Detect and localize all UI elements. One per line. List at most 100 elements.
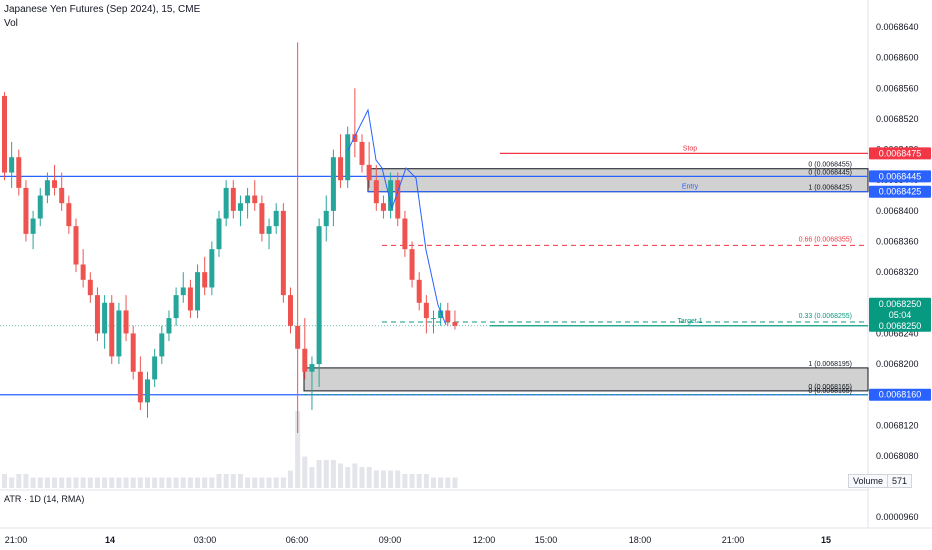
- volume-bar: [37, 477, 43, 488]
- volume-bar: [216, 474, 222, 488]
- volume-bar: [266, 477, 272, 488]
- candle-body: [438, 310, 444, 319]
- candle-body: [302, 348, 308, 372]
- price-tag-label: 0.0068475: [879, 148, 922, 158]
- price-tag-bg: [869, 170, 931, 183]
- volume-bar: [102, 477, 108, 488]
- candle-body: [59, 187, 65, 204]
- candle-body: [130, 333, 136, 372]
- volume-pane-label: Vol: [4, 18, 18, 29]
- candle-body: [345, 134, 351, 181]
- fib-annotation: 0.33 (0.0068255): [799, 313, 852, 320]
- candle-body: [288, 295, 293, 326]
- candle-body: [180, 287, 186, 296]
- volume-bar: [52, 477, 58, 488]
- volume-bar: [159, 477, 165, 488]
- volume-bar: [330, 460, 336, 488]
- volume-bar: [366, 467, 372, 488]
- volume-bar: [237, 474, 243, 488]
- candle-body: [245, 195, 251, 204]
- fib-annotation: 0 (0.0068455): [808, 162, 852, 169]
- candle-body: [16, 157, 22, 188]
- candle-body: [52, 180, 58, 188]
- volume-bar: [431, 477, 436, 488]
- volume-bar: [323, 460, 329, 488]
- y-tick-label: 0.0068640: [876, 22, 919, 32]
- fib-annotation: 1 (0.0068195): [808, 361, 852, 368]
- swing-polyline: [347, 108, 447, 326]
- volume-bar: [59, 477, 65, 488]
- volume-bar: [245, 477, 251, 488]
- price-tag-bg: [869, 308, 931, 321]
- atr-value: 0.0000960: [876, 512, 919, 522]
- candle-body: [230, 187, 236, 211]
- candle-body: [123, 310, 129, 334]
- volume-bar: [280, 477, 286, 488]
- volume-bar: [388, 470, 394, 488]
- price-tag-label: 0.0068445: [879, 171, 922, 181]
- volume-bar: [252, 477, 258, 488]
- volume-bar: [44, 477, 50, 488]
- volume-readout-label: Volume: [853, 476, 884, 486]
- volume-bar: [180, 477, 186, 488]
- volume-bar: [338, 463, 344, 488]
- volume-bar: [438, 477, 444, 488]
- candle-body: [216, 218, 222, 250]
- y-tick-label: 0.0068600: [876, 53, 919, 63]
- candle-body: [109, 302, 115, 357]
- candle-body: [431, 318, 436, 320]
- volume-bar: [230, 474, 236, 488]
- volume-readout-value: 571: [887, 475, 911, 487]
- candle-body: [295, 325, 301, 349]
- candle-body: [30, 218, 36, 234]
- candle-body: [323, 210, 329, 227]
- candle-body: [223, 187, 229, 219]
- candle-body: [2, 95, 7, 173]
- volume-bar: [16, 474, 22, 488]
- y-tick-label: 0.0068120: [876, 420, 919, 430]
- volume-readout: Volume 571: [848, 474, 913, 488]
- candle-body: [66, 203, 72, 227]
- candle-body: [237, 203, 243, 211]
- candle-body: [316, 226, 322, 365]
- candle-body: [330, 157, 336, 211]
- volume-bar: [259, 477, 265, 488]
- volume-bar: [352, 463, 358, 488]
- volume-bar: [166, 477, 172, 488]
- volume-bar: [30, 477, 36, 488]
- candle-body: [366, 164, 372, 181]
- candle-body: [252, 195, 258, 204]
- candle-body: [380, 203, 386, 211]
- candle-body: [209, 249, 215, 288]
- volume-bar: [302, 456, 308, 488]
- level-label: Stop: [683, 145, 698, 152]
- candle-body: [416, 279, 422, 303]
- candle-body: [259, 203, 265, 234]
- level-label: Entry: [682, 184, 699, 191]
- candle-body: [44, 180, 50, 196]
- x-tick-label: 15:00: [535, 535, 558, 545]
- volume-bar: [202, 477, 208, 488]
- candle-body: [202, 272, 208, 288]
- price-tag-bg: [869, 319, 931, 332]
- candle-body: [116, 310, 122, 357]
- candle-body: [23, 187, 29, 234]
- candle-body: [280, 210, 286, 296]
- volume-bar: [195, 477, 201, 488]
- price-tag-bg: [869, 185, 931, 198]
- price-tag-label: 0.0068250: [879, 321, 922, 331]
- fib-annotation: 0.66 (0.0068355): [799, 236, 852, 243]
- candle-body: [9, 157, 15, 173]
- volume-bar: [87, 477, 93, 488]
- candle-body: [94, 295, 100, 334]
- fib-annotation: 0 (0.0068165): [808, 388, 852, 395]
- volume-bar: [80, 477, 86, 488]
- volume-bar: [309, 467, 315, 488]
- candle-body: [309, 364, 315, 372]
- volume-bar: [94, 477, 100, 488]
- fib-annotation: 1 (0.0068425): [808, 185, 852, 192]
- atr-label: ATR · 1D (14, RMA): [4, 494, 85, 504]
- fib-annotation: 0 (0.0068165): [808, 384, 852, 391]
- volume-bar: [445, 477, 451, 488]
